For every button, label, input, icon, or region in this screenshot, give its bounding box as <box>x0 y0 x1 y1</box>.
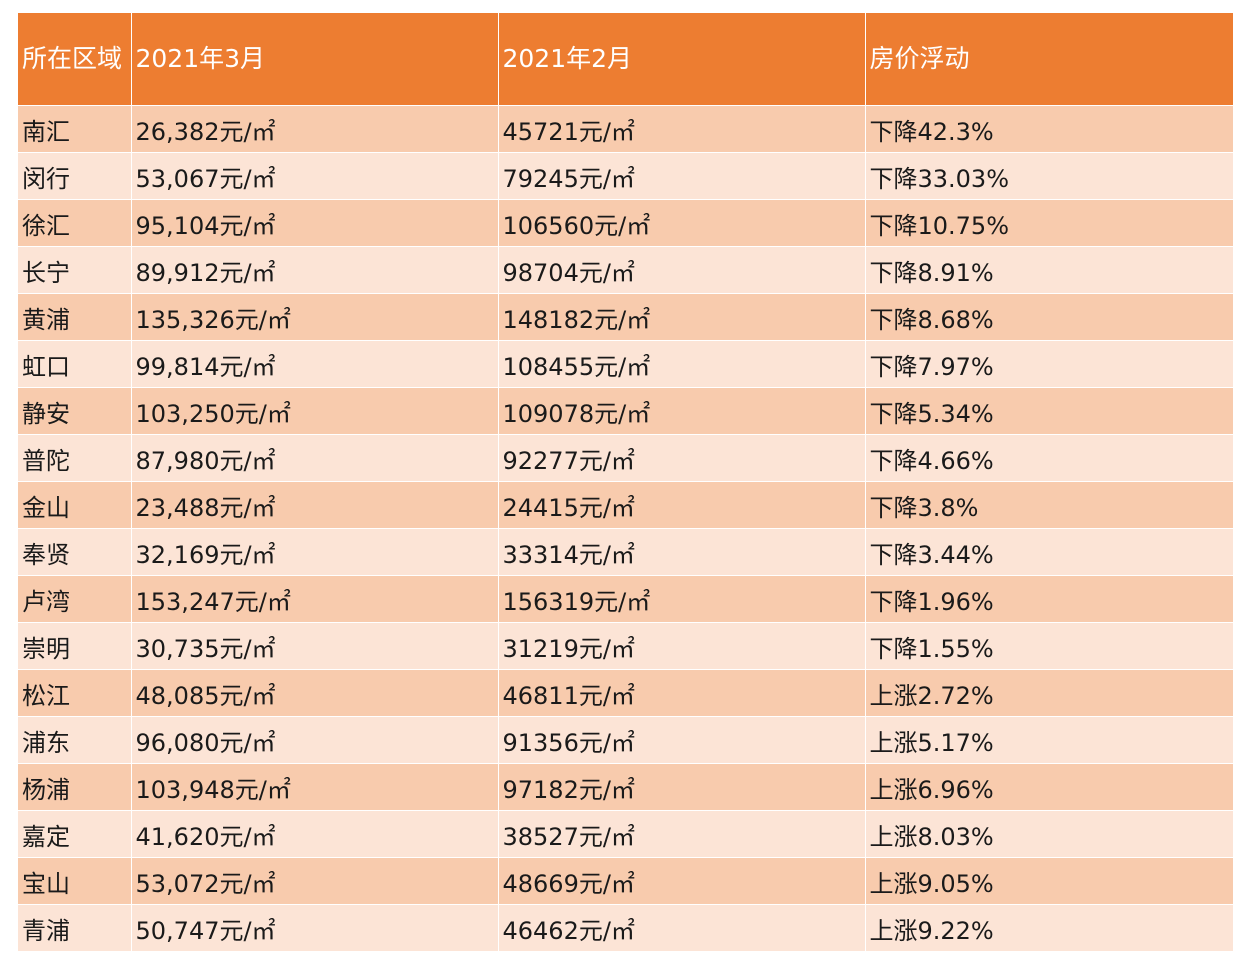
cell-march-price: 26,382元/㎡ <box>131 105 499 153</box>
header-february-2021: 2021年2月 <box>498 13 866 106</box>
table-row: 静安 103,250元/㎡ 109078元/㎡ 下降5.34% <box>18 387 1233 435</box>
cell-february-price: 98704元/㎡ <box>498 246 866 294</box>
header-district: 所在区域 <box>18 13 132 106</box>
cell-february-price: 106560元/㎡ <box>498 199 866 247</box>
table-row: 卢湾 153,247元/㎡ 156319元/㎡ 下降1.96% <box>18 575 1233 623</box>
cell-march-price: 30,735元/㎡ <box>131 622 499 670</box>
cell-march-price: 41,620元/㎡ <box>131 810 499 858</box>
table-row: 闵行 53,067元/㎡ 79245元/㎡ 下降33.03% <box>18 152 1233 200</box>
cell-price-change: 下降4.66% <box>865 434 1233 482</box>
cell-price-change: 下降1.55% <box>865 622 1233 670</box>
table-row: 黄浦 135,326元/㎡ 148182元/㎡ 下降8.68% <box>18 293 1233 341</box>
cell-district: 崇明 <box>18 622 132 670</box>
cell-february-price: 24415元/㎡ <box>498 481 866 529</box>
cell-district: 徐汇 <box>18 199 132 247</box>
cell-march-price: 23,488元/㎡ <box>131 481 499 529</box>
cell-price-change: 上涨9.05% <box>865 857 1233 905</box>
cell-march-price: 103,948元/㎡ <box>131 763 499 811</box>
cell-district: 宝山 <box>18 857 132 905</box>
cell-district: 浦东 <box>18 716 132 764</box>
cell-district: 普陀 <box>18 434 132 482</box>
table-row: 金山 23,488元/㎡ 24415元/㎡ 下降3.8% <box>18 481 1233 529</box>
table-row: 松江 48,085元/㎡ 46811元/㎡ 上涨2.72% <box>18 669 1233 717</box>
cell-district: 松江 <box>18 669 132 717</box>
cell-march-price: 53,067元/㎡ <box>131 152 499 200</box>
cell-price-change: 上涨2.72% <box>865 669 1233 717</box>
header-price-change: 房价浮动 <box>865 13 1233 106</box>
cell-march-price: 89,912元/㎡ <box>131 246 499 294</box>
table-header-row: 所在区域 2021年3月 2021年2月 房价浮动 <box>18 13 1233 106</box>
header-march-2021: 2021年3月 <box>131 13 499 106</box>
cell-march-price: 153,247元/㎡ <box>131 575 499 623</box>
cell-march-price: 99,814元/㎡ <box>131 340 499 388</box>
cell-district: 虹口 <box>18 340 132 388</box>
cell-district: 闵行 <box>18 152 132 200</box>
cell-february-price: 109078元/㎡ <box>498 387 866 435</box>
cell-february-price: 108455元/㎡ <box>498 340 866 388</box>
cell-february-price: 92277元/㎡ <box>498 434 866 482</box>
cell-february-price: 91356元/㎡ <box>498 716 866 764</box>
cell-district: 奉贤 <box>18 528 132 576</box>
table-row: 崇明 30,735元/㎡ 31219元/㎡ 下降1.55% <box>18 622 1233 670</box>
cell-price-change: 下降5.34% <box>865 387 1233 435</box>
table-row: 长宁 89,912元/㎡ 98704元/㎡ 下降8.91% <box>18 246 1233 294</box>
cell-price-change: 下降1.96% <box>865 575 1233 623</box>
cell-price-change: 下降8.68% <box>865 293 1233 341</box>
cell-district: 青浦 <box>18 904 132 951</box>
cell-march-price: 103,250元/㎡ <box>131 387 499 435</box>
cell-february-price: 38527元/㎡ <box>498 810 866 858</box>
cell-price-change: 上涨5.17% <box>865 716 1233 764</box>
cell-february-price: 156319元/㎡ <box>498 575 866 623</box>
cell-march-price: 48,085元/㎡ <box>131 669 499 717</box>
cell-march-price: 50,747元/㎡ <box>131 904 499 951</box>
cell-february-price: 45721元/㎡ <box>498 105 866 153</box>
cell-price-change: 下降33.03% <box>865 152 1233 200</box>
cell-price-change: 上涨9.22% <box>865 904 1233 951</box>
table-row: 奉贤 32,169元/㎡ 33314元/㎡ 下降3.44% <box>18 528 1233 576</box>
cell-february-price: 97182元/㎡ <box>498 763 866 811</box>
cell-march-price: 96,080元/㎡ <box>131 716 499 764</box>
table-body: 南汇 26,382元/㎡ 45721元/㎡ 下降42.3% 闵行 53,067元… <box>18 105 1233 951</box>
cell-march-price: 87,980元/㎡ <box>131 434 499 482</box>
table-row: 宝山 53,072元/㎡ 48669元/㎡ 上涨9.05% <box>18 857 1233 905</box>
table-row: 嘉定 41,620元/㎡ 38527元/㎡ 上涨8.03% <box>18 810 1233 858</box>
cell-price-change: 下降10.75% <box>865 199 1233 247</box>
cell-march-price: 32,169元/㎡ <box>131 528 499 576</box>
cell-march-price: 95,104元/㎡ <box>131 199 499 247</box>
cell-february-price: 48669元/㎡ <box>498 857 866 905</box>
cell-price-change: 下降3.8% <box>865 481 1233 529</box>
table-row: 普陀 87,980元/㎡ 92277元/㎡ 下降4.66% <box>18 434 1233 482</box>
table-row: 南汇 26,382元/㎡ 45721元/㎡ 下降42.3% <box>18 105 1233 153</box>
table-row: 虹口 99,814元/㎡ 108455元/㎡ 下降7.97% <box>18 340 1233 388</box>
cell-february-price: 46811元/㎡ <box>498 669 866 717</box>
cell-price-change: 上涨6.96% <box>865 763 1233 811</box>
cell-price-change: 下降8.91% <box>865 246 1233 294</box>
cell-price-change: 下降3.44% <box>865 528 1233 576</box>
cell-district: 黄浦 <box>18 293 132 341</box>
cell-district: 杨浦 <box>18 763 132 811</box>
cell-district: 金山 <box>18 481 132 529</box>
cell-february-price: 148182元/㎡ <box>498 293 866 341</box>
cell-february-price: 31219元/㎡ <box>498 622 866 670</box>
table-row: 浦东 96,080元/㎡ 91356元/㎡ 上涨5.17% <box>18 716 1233 764</box>
table-row: 青浦 50,747元/㎡ 46462元/㎡ 上涨9.22% <box>18 904 1233 951</box>
cell-district: 南汇 <box>18 105 132 153</box>
cell-february-price: 79245元/㎡ <box>498 152 866 200</box>
cell-march-price: 135,326元/㎡ <box>131 293 499 341</box>
cell-price-change: 上涨8.03% <box>865 810 1233 858</box>
cell-price-change: 下降7.97% <box>865 340 1233 388</box>
table-row: 杨浦 103,948元/㎡ 97182元/㎡ 上涨6.96% <box>18 763 1233 811</box>
cell-district: 卢湾 <box>18 575 132 623</box>
cell-february-price: 33314元/㎡ <box>498 528 866 576</box>
table-row: 徐汇 95,104元/㎡ 106560元/㎡ 下降10.75% <box>18 199 1233 247</box>
cell-march-price: 53,072元/㎡ <box>131 857 499 905</box>
cell-district: 长宁 <box>18 246 132 294</box>
cell-price-change: 下降42.3% <box>865 105 1233 153</box>
cell-district: 嘉定 <box>18 810 132 858</box>
price-table: 所在区域 2021年3月 2021年2月 房价浮动 南汇 26,382元/㎡ 4… <box>18 13 1233 951</box>
cell-february-price: 46462元/㎡ <box>498 904 866 951</box>
cell-district: 静安 <box>18 387 132 435</box>
price-table-container: 所在区域 2021年3月 2021年2月 房价浮动 南汇 26,382元/㎡ 4… <box>18 13 1233 951</box>
